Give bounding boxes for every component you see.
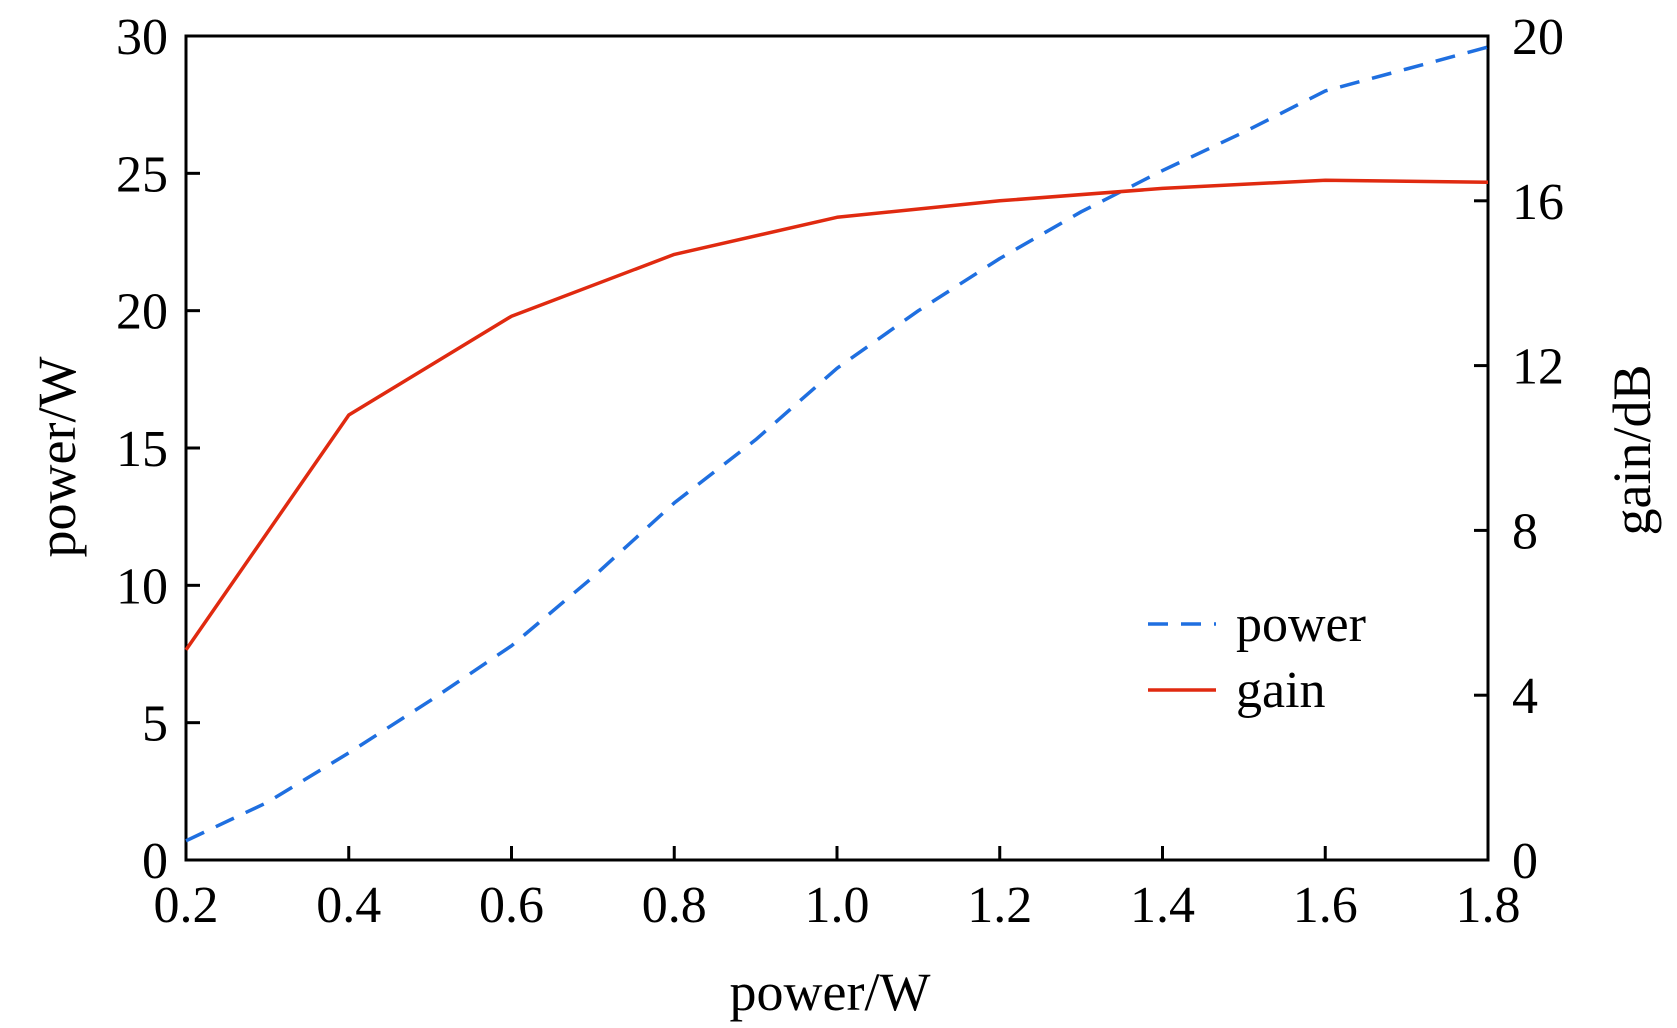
x-axis-title: power/W [730, 962, 931, 1022]
y-left-tick-label: 10 [116, 558, 168, 615]
axes: 0.2 0.4 0.6 0.8 1.0 1.2 1.4 1.6 1.80510152025300… [116, 9, 1564, 934]
y-left-tick-label: 30 [116, 9, 168, 66]
x-tick-label: 1.8 [1456, 877, 1521, 934]
x-tick-label: 1.6 [1293, 877, 1358, 934]
y-right-tick-label: 16 [1512, 174, 1564, 231]
x-tick-label: 1.4 [1130, 877, 1195, 934]
x-tick-label: 0.8 [642, 877, 707, 934]
y-right-tick-label: 0 [1512, 833, 1538, 890]
y-left-tick-label: 25 [116, 146, 168, 203]
y-left-axis-title: power/W [27, 357, 87, 558]
series-layer [184, 45, 1489, 843]
y-right-axis-title: gain/dB [1602, 365, 1662, 536]
x-tick-label: 0.4 [316, 877, 381, 934]
x-tick-label: 0.2 [154, 877, 219, 934]
x-tick-label: 1.2 [967, 877, 1032, 934]
legend: power gain [1148, 596, 1366, 719]
legend-label-power: power [1236, 596, 1366, 653]
x-tick-label: 1.0 [805, 877, 870, 934]
series-power-line [185, 45, 1489, 843]
y-right-tick-label: 12 [1512, 339, 1564, 396]
y-right-tick-label: 4 [1512, 668, 1538, 725]
y-left-tick-label: 20 [116, 284, 168, 341]
legend-label-gain: gain [1236, 662, 1326, 719]
y-left-tick-label: 0 [142, 833, 168, 890]
series-gain-line [184, 178, 1489, 651]
y-right-tick-label: 8 [1512, 503, 1538, 560]
y-left-tick-label: 5 [142, 696, 168, 753]
y-left-tick-label: 15 [116, 421, 168, 478]
plot-frame [184, 34, 1490, 862]
x-tick-label: 0.6 [479, 877, 544, 934]
y-right-tick-label: 20 [1512, 9, 1564, 66]
